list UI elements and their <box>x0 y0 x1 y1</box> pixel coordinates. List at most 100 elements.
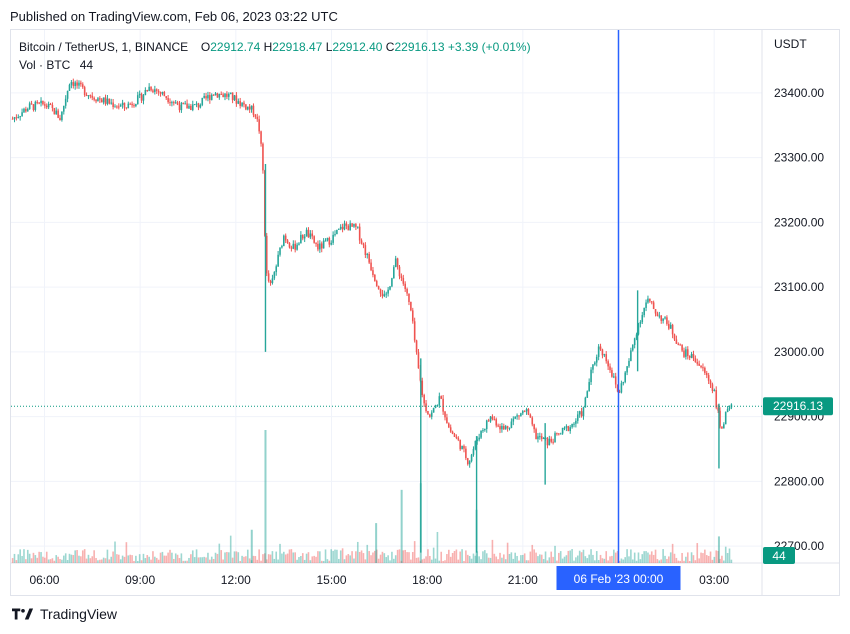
volume-bar <box>683 560 685 563</box>
volume-bar <box>114 541 116 563</box>
candle-body <box>552 441 554 443</box>
crosshair-time-tag <box>556 566 681 590</box>
volume-bar <box>201 557 204 563</box>
volume-bar <box>482 551 484 563</box>
candle-body <box>451 431 454 434</box>
candle-body <box>136 95 139 105</box>
volume-bar <box>569 550 571 563</box>
volume-bar <box>207 552 209 563</box>
volume-bar <box>294 552 296 563</box>
volume-bar <box>586 558 589 563</box>
candle-body <box>186 103 188 109</box>
volume-bar <box>330 549 333 563</box>
candle-body <box>209 95 211 100</box>
volume-bar <box>324 549 327 563</box>
volume-bar <box>607 560 609 563</box>
volume-bar <box>385 557 388 563</box>
volume-bar <box>284 554 287 563</box>
candle-body <box>677 343 680 345</box>
candle-body <box>415 340 418 353</box>
candle-body <box>686 349 689 356</box>
volume-bar <box>398 549 401 563</box>
volume-bar <box>645 551 647 563</box>
low-label: L <box>325 40 333 54</box>
volume-bar <box>434 558 437 563</box>
volume-bar <box>506 542 509 563</box>
candle-body <box>114 106 116 108</box>
candle-body <box>167 98 169 103</box>
volume-bar <box>529 551 532 563</box>
volume-bar <box>614 552 617 563</box>
candle-body <box>224 93 226 98</box>
volume-bar <box>173 558 175 563</box>
candle-body <box>455 436 458 438</box>
candle-body <box>440 396 443 399</box>
volume-bar <box>590 549 592 563</box>
volume-bar <box>271 551 274 563</box>
volume-bar <box>389 560 391 563</box>
candle-body <box>30 103 33 105</box>
volume-label: Vol · BTC <box>19 58 71 72</box>
volume-bar <box>675 557 678 563</box>
volume-bar <box>11 558 14 563</box>
volume-bar <box>685 556 687 563</box>
footer-brand[interactable]: TradingView <box>12 606 117 622</box>
volume-bar <box>307 552 310 563</box>
volume-bar <box>387 555 389 563</box>
volume-bar <box>402 550 405 563</box>
volume-bar <box>356 541 359 563</box>
volume-bar <box>465 550 467 563</box>
candle-body <box>482 430 484 432</box>
candle-body <box>118 106 120 108</box>
candle-body <box>628 360 630 367</box>
candle-body <box>611 370 613 377</box>
volume-bar <box>514 552 516 563</box>
volume-bar <box>328 560 331 563</box>
candle-body <box>265 235 268 274</box>
volume-bar <box>44 557 46 563</box>
volume-bar <box>30 558 33 563</box>
volume-bar <box>448 549 450 563</box>
candle-body <box>592 364 594 370</box>
candle-body <box>372 270 374 275</box>
volume-bar <box>190 554 192 563</box>
volume-bar <box>453 550 456 563</box>
volume-bar <box>609 556 611 563</box>
candle-body <box>383 294 386 297</box>
volume-bar <box>102 557 105 563</box>
volume-bar <box>70 554 73 563</box>
candle-body <box>567 426 570 432</box>
volume-bar <box>537 556 539 563</box>
volume-bar <box>626 549 628 563</box>
volume-bar <box>694 560 697 563</box>
candle-body <box>533 424 535 430</box>
candle-body <box>277 254 279 267</box>
volume-bar <box>368 551 370 563</box>
volume-bar <box>315 556 317 563</box>
candle-body <box>622 381 625 384</box>
volume-bar <box>647 552 649 563</box>
candle-body <box>696 362 699 364</box>
candle-body <box>374 274 376 282</box>
candle-body <box>281 246 283 248</box>
volume-bar <box>28 553 31 563</box>
volume-bar <box>457 559 460 563</box>
candle-body <box>292 243 295 249</box>
candle-body <box>700 365 702 368</box>
chart-frame <box>10 29 840 596</box>
volume-bar <box>245 556 247 563</box>
candle-body <box>290 247 293 249</box>
candle-body <box>353 224 355 227</box>
volume-bar <box>669 552 672 563</box>
candle-body <box>630 350 632 361</box>
volume-bar <box>484 550 486 563</box>
candle-body <box>144 90 147 96</box>
price-chart[interactable]: USDT 23400.00 23300.00 23200.00 23100.00 2300… <box>0 0 850 600</box>
volume-bar <box>142 553 145 563</box>
candle-body <box>503 426 505 430</box>
candle-body <box>336 229 338 235</box>
candle-body <box>493 419 496 421</box>
footer-brand-label: TradingView <box>40 606 118 622</box>
volume-bar <box>472 553 475 563</box>
candle-body <box>702 367 704 369</box>
